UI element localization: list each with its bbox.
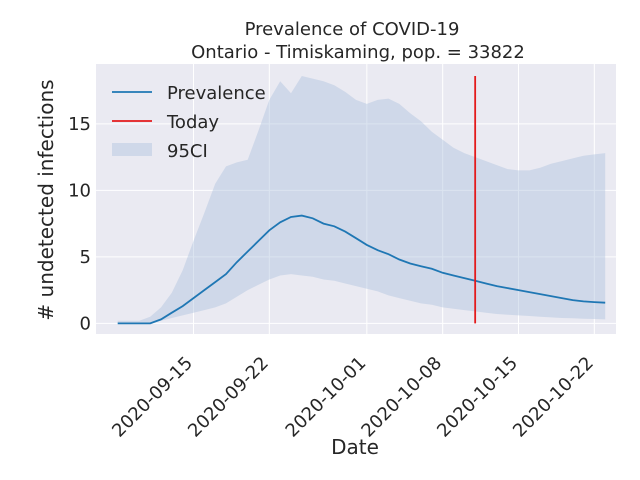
legend: Prevalence Today 95CI: [112, 83, 266, 162]
y-tick-label: 5: [80, 247, 91, 268]
x-tick-label: 2020-10-08: [357, 353, 446, 442]
x-tick-label: 2020-09-22: [184, 353, 273, 442]
x-axis-label: Date: [331, 435, 379, 459]
grid: [96, 64, 616, 334]
chart-subtitle: Ontario - Timiskaming, pop. = 33822: [191, 42, 525, 63]
legend-label-today: Today: [166, 112, 219, 133]
ci-band: [117, 76, 606, 324]
x-tick-label: 2020-09-15: [108, 353, 197, 442]
legend-label-95ci: 95CI: [167, 141, 208, 162]
prevalence-line: [117, 214, 606, 325]
legend-swatch-95ci: [112, 143, 152, 156]
y-tick-labels: 0 5 10 15: [68, 114, 91, 335]
legend-label-prevalence: Prevalence: [167, 83, 266, 104]
y-tick-label: 15: [68, 114, 91, 135]
x-tick-label: 2020-10-01: [282, 353, 371, 442]
x-tick-label: 2020-10-22: [509, 353, 598, 442]
y-axis-label: # undetected infections: [34, 79, 58, 320]
plot-background: [96, 64, 616, 334]
x-tick-label: 2020-10-15: [433, 353, 522, 442]
chart-title: Prevalence of COVID-19: [245, 19, 460, 40]
y-tick-label: 0: [80, 313, 91, 334]
y-tick-label: 10: [68, 180, 91, 201]
